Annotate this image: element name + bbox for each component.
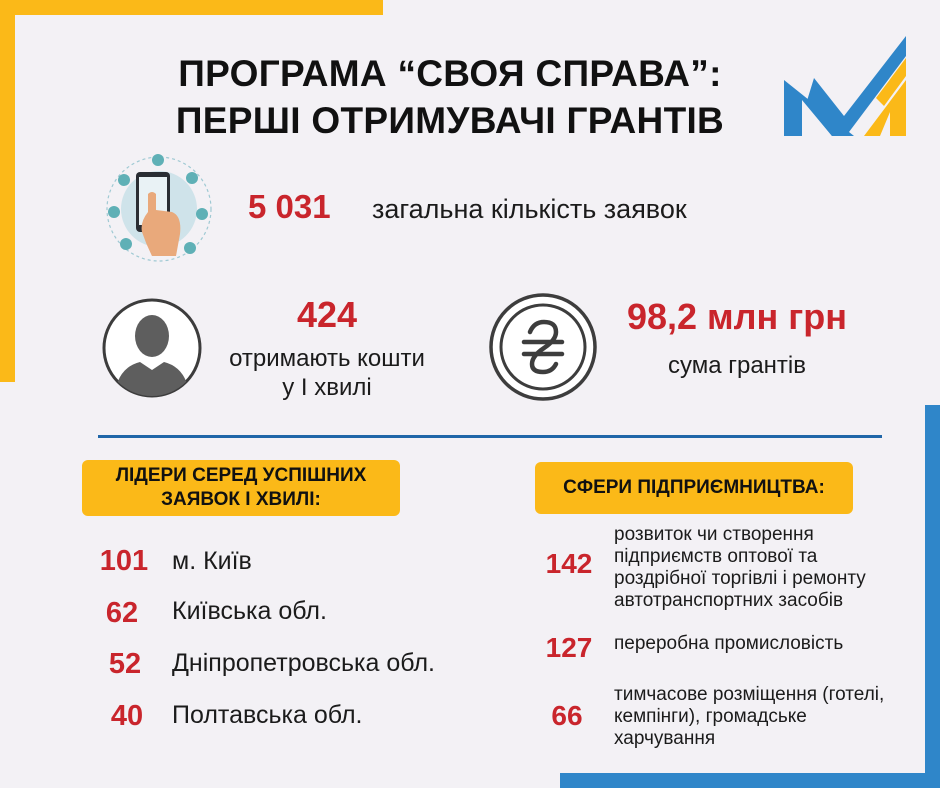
- leader-count: 62: [105, 597, 139, 629]
- sector-count: 127: [545, 632, 593, 663]
- title-line-1: ПРОГРАМА “СВОЯ СПРАВА”:: [178, 53, 722, 94]
- hryvnia-coin-icon: [489, 293, 597, 401]
- smartphone-hand-icon: [106, 154, 212, 262]
- yellow-frame-left: [0, 0, 15, 382]
- leader-region: Полтавська обл.: [172, 701, 363, 729]
- leader-region: Дніпропетровська обл.: [172, 649, 436, 677]
- yellow-frame-top: [0, 0, 383, 15]
- stylized-m-logo-icon: [784, 36, 906, 136]
- sector-description: переробна промисловість: [614, 633, 844, 654]
- leader-count: 101: [99, 545, 149, 577]
- blue-frame-right: [925, 405, 940, 788]
- grants-label: сума грантів: [667, 352, 807, 379]
- leader-count: 40: [110, 700, 144, 732]
- recipients-label-line-2: у І хвилі: [282, 374, 372, 401]
- leader-region: м. Київ: [172, 547, 252, 575]
- sector-count: 142: [545, 548, 593, 579]
- sector-description: розвиток чи створення підприємств оптово…: [614, 524, 866, 611]
- recipients-label-line-1: отримають кошти: [229, 345, 425, 372]
- recipients-value: 424: [296, 294, 358, 335]
- recipients-label: отримають кошти у І хвилі: [208, 344, 446, 402]
- sector-description: тимчасове розміщення (готелі, кемпінги),…: [614, 684, 885, 749]
- leader-region: Київська обл.: [172, 597, 327, 625]
- blue-frame-bottom: [560, 773, 940, 788]
- person-silhouette-icon: [102, 298, 202, 398]
- section-divider: [98, 435, 882, 438]
- leaders-heading-line-1: ЛІДЕРИ СЕРЕД УСПІШНИХ: [115, 465, 367, 486]
- sector-count: 66: [551, 700, 583, 731]
- total-applications-label: загальна кількість заявок: [372, 194, 687, 224]
- grants-value: 98,2 млн грн: [626, 296, 848, 337]
- sectors-heading: СФЕРИ ПІДПРИЄМНИЦТВА:: [535, 462, 853, 514]
- page-title: ПРОГРАМА “СВОЯ СПРАВА”: ПЕРШІ ОТРИМУВАЧІ…: [120, 50, 780, 144]
- leaders-heading-line-2: ЗАЯВОК І ХВИЛІ:: [161, 489, 321, 510]
- leader-count: 52: [108, 648, 142, 680]
- total-applications-value: 5 031: [248, 188, 331, 225]
- leaders-heading: ЛІДЕРИ СЕРЕД УСПІШНИХ ЗАЯВОК І ХВИЛІ:: [82, 460, 400, 516]
- title-line-2: ПЕРШІ ОТРИМУВАЧІ ГРАНТІВ: [175, 100, 725, 141]
